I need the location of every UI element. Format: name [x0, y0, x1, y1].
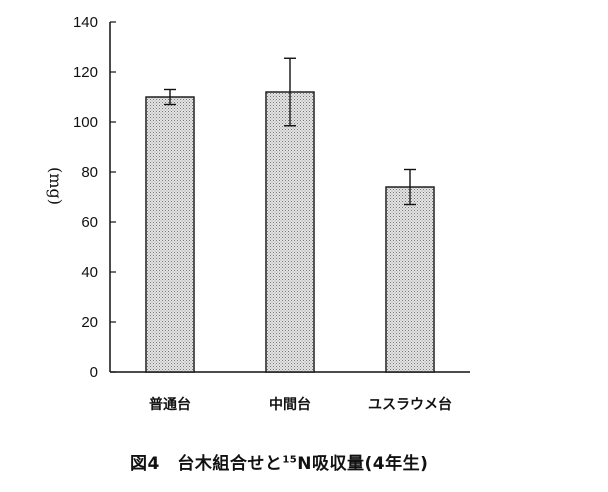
x-tick-label: 中間台 — [269, 396, 311, 413]
error-bars — [164, 57, 416, 206]
y-tick-label: 40 — [81, 264, 98, 281]
bar-chart: (mg) 0 20 40 60 80 100 120 140 普通台 中間台 ユスラウメ台 — [46, 14, 470, 413]
y-tick-label: 20 — [81, 314, 98, 331]
y-ticks: 0 20 40 60 80 100 120 140 — [73, 14, 116, 381]
y-tick-label: 80 — [81, 164, 98, 181]
bars — [145, 91, 435, 373]
caption-prefix: 図4 台木組合せと — [130, 454, 283, 474]
bar — [385, 186, 435, 373]
y-axis-label: (mg) — [46, 167, 65, 205]
bar — [145, 96, 195, 373]
caption-suffix: N吸収量(4年生) — [297, 454, 429, 474]
y-tick-label: 140 — [73, 14, 98, 31]
y-tick-label: 100 — [73, 114, 98, 131]
caption-isotope-mass: 15 — [282, 454, 298, 466]
y-tick-label: 60 — [81, 214, 98, 231]
figure-caption: 図4 台木組合せと15N吸収量(4年生) — [130, 449, 428, 474]
x-tick-labels: 普通台 中間台 ユスラウメ台 — [149, 396, 452, 413]
x-tick-label: ユスラウメ台 — [368, 396, 452, 413]
bar — [265, 91, 315, 373]
y-tick-label: 0 — [90, 364, 98, 381]
y-tick-label: 120 — [73, 64, 98, 81]
x-tick-label: 普通台 — [149, 396, 191, 413]
